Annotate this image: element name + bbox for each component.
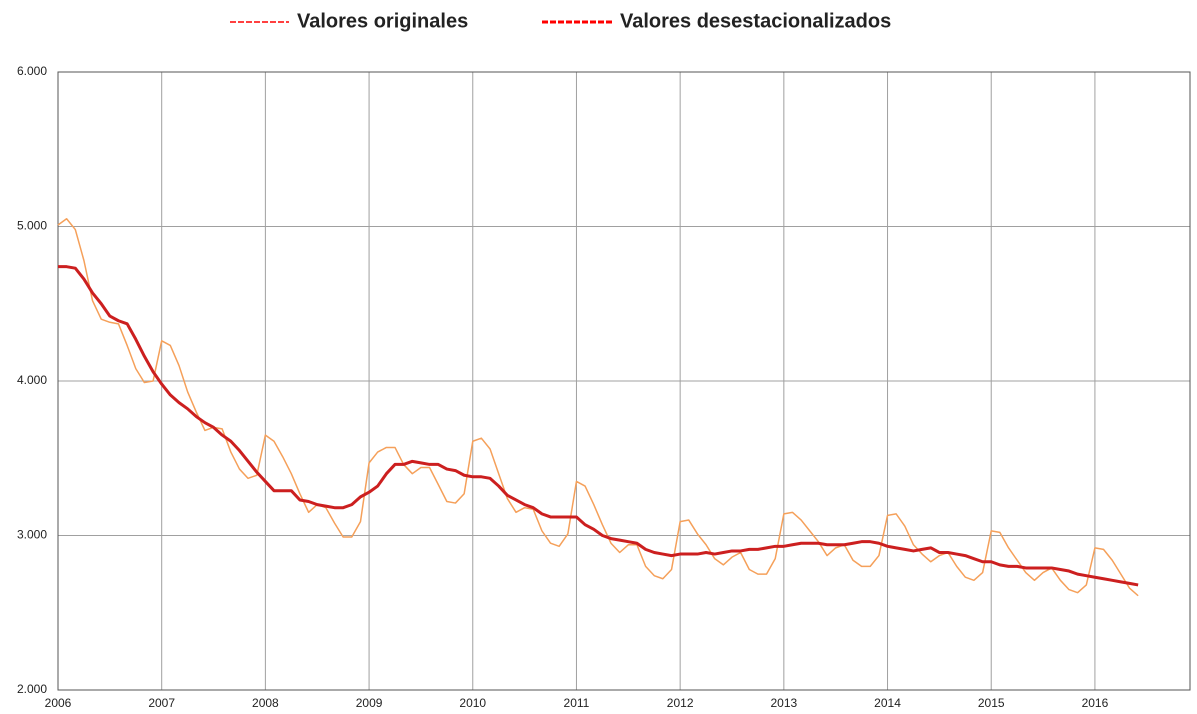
x-tick-label: 2010 xyxy=(459,696,486,710)
series-line xyxy=(58,265,1139,587)
x-tick-label: 2014 xyxy=(874,696,901,710)
x-tick-label: 2011 xyxy=(564,696,590,710)
x-tick-label: 2006 xyxy=(45,696,72,710)
x-tick-label: 2016 xyxy=(1082,696,1109,710)
y-tick-label: 5.000 xyxy=(17,219,47,233)
x-tick-label: 2007 xyxy=(148,696,175,710)
series-line xyxy=(57,218,1139,597)
x-tick-label: 2013 xyxy=(770,696,797,710)
y-tick-label: 2.000 xyxy=(17,682,47,696)
y-tick-label: 4.000 xyxy=(17,373,47,387)
x-tick-label: 2015 xyxy=(978,696,1005,710)
x-tick-label: 2012 xyxy=(667,696,694,710)
legend-label: Valores desestacionalizados xyxy=(620,10,891,32)
y-tick-label: 3.000 xyxy=(17,528,47,542)
y-tick-label: 6.000 xyxy=(17,64,47,78)
x-tick-label: 2008 xyxy=(252,696,279,710)
plot-frame xyxy=(57,71,1191,691)
x-tick-label: 2009 xyxy=(356,696,383,710)
legend-label: Valores originales xyxy=(297,10,468,32)
